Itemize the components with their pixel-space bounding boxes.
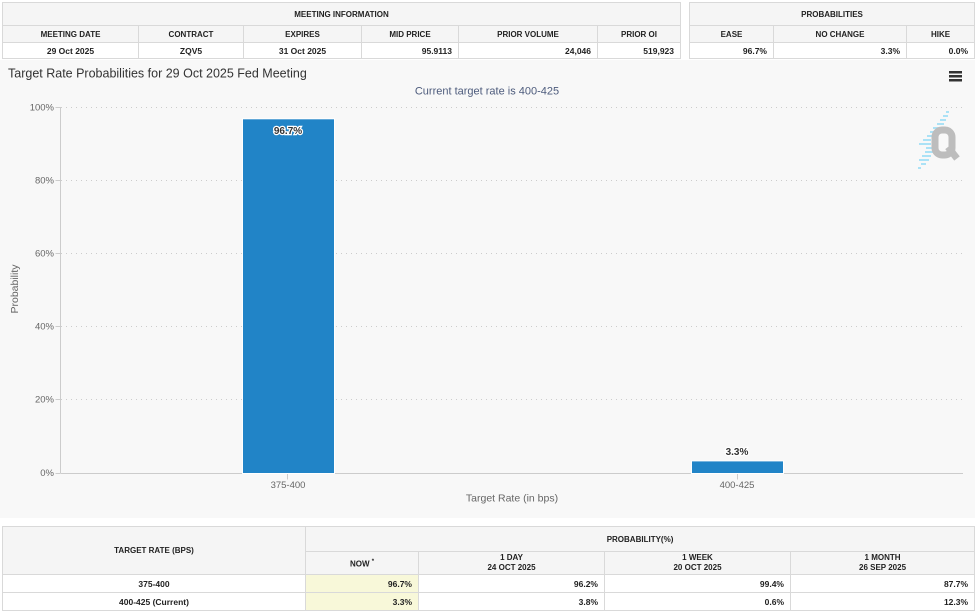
svg-text:Target Rate (in bps): Target Rate (in bps) (466, 493, 558, 505)
svg-text:60%: 60% (35, 249, 55, 260)
svg-text:400-425: 400-425 (720, 480, 755, 491)
svg-text:Target Rate Probabilities for: Target Rate Probabilities for 29 Oct 202… (8, 67, 307, 81)
svg-text:Probability: Probability (9, 264, 21, 314)
svg-text:Current target rate is 400-425: Current target rate is 400-425 (415, 86, 559, 98)
svg-text:20%: 20% (35, 395, 55, 406)
svg-text:3.3%: 3.3% (726, 447, 749, 458)
svg-text:80%: 80% (35, 176, 55, 187)
svg-text:0%: 0% (40, 468, 54, 479)
svg-text:40%: 40% (35, 322, 55, 333)
svg-text:100%: 100% (30, 103, 55, 114)
svg-text:96.7%: 96.7% (274, 126, 302, 137)
svg-text:375-400: 375-400 (271, 480, 306, 491)
